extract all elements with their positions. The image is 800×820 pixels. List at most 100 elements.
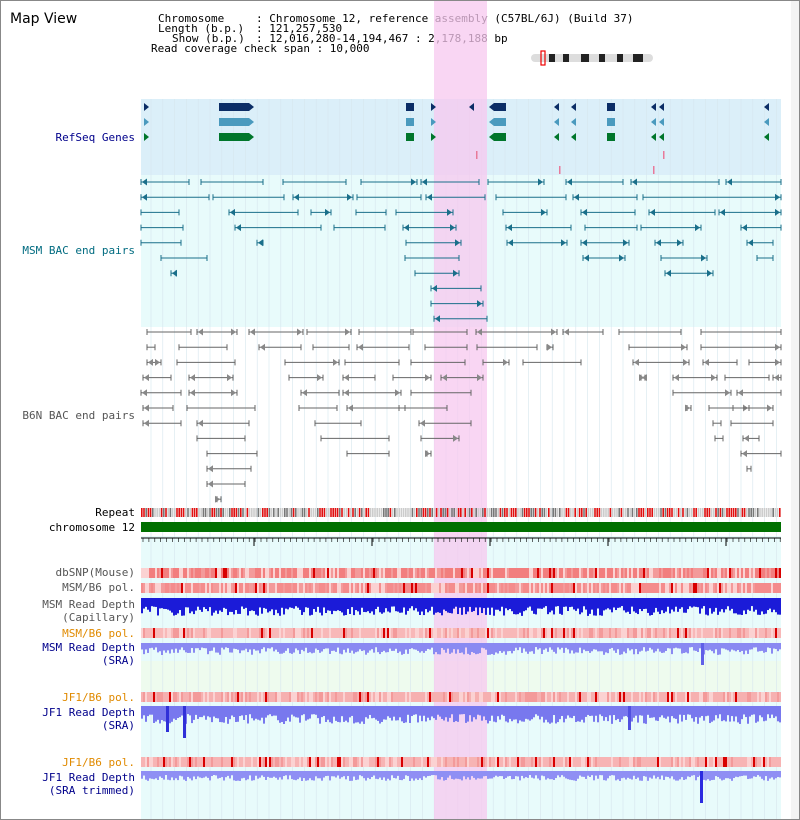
- pol-mark: [167, 628, 169, 638]
- pol-mark: [611, 692, 613, 702]
- pol-mark: [561, 568, 563, 578]
- pol-mark: [427, 757, 429, 767]
- pol-mark: [697, 692, 699, 702]
- depth-mark: [533, 775, 535, 779]
- label-jf1-b6-pol[interactable]: JF1/B6 pol.: [62, 691, 135, 704]
- depth-mark: [183, 606, 185, 616]
- depth-mark: [495, 647, 497, 653]
- depth-mark: [517, 606, 519, 615]
- pol-mark: [225, 628, 227, 638]
- repeat-mark: [460, 508, 462, 517]
- pol-mark: [489, 757, 491, 767]
- depth-mark: [573, 647, 575, 654]
- pol-mark: [321, 628, 323, 638]
- label-msm-depth-sra[interactable]: MSM Read Depth: [42, 641, 135, 654]
- label-msm-depth-cap[interactable]: MSM Read Depth: [42, 598, 135, 611]
- depth-mark: [371, 714, 373, 719]
- label-b6n-bac[interactable]: B6N BAC end pairs: [22, 409, 135, 422]
- gene-arrow: [144, 133, 149, 141]
- depth-spike: [628, 706, 631, 730]
- label-refseq-genes[interactable]: RefSeq Genes: [55, 131, 135, 144]
- pol-mark: [397, 628, 399, 638]
- pol-mark: [535, 757, 537, 767]
- pol-mark: [177, 692, 179, 702]
- pol-mark: [435, 692, 437, 702]
- pol-mark: [569, 757, 571, 767]
- pol-mark: [303, 628, 305, 638]
- pol-mark: [487, 568, 489, 578]
- depth-mark: [505, 647, 507, 655]
- depth-mark: [245, 647, 247, 649]
- label-msm-b6-pol[interactable]: MSM/B6 pol.: [62, 581, 135, 594]
- pol-mark: [169, 757, 171, 767]
- pol-mark: [703, 692, 705, 702]
- pol-mark: [389, 628, 391, 638]
- pol-mark: [509, 757, 511, 767]
- repeat-mark: [427, 508, 429, 517]
- depth-mark: [707, 714, 709, 716]
- pol-mark: [305, 628, 307, 638]
- pol-mark: [527, 583, 529, 593]
- depth-mark: [287, 714, 289, 718]
- depth-mark: [763, 775, 765, 781]
- depth-mark: [353, 775, 355, 777]
- pol-mark: [717, 583, 719, 593]
- label-msm-b6-pol-2[interactable]: MSM/B6 pol.: [62, 627, 135, 640]
- gene-arrow: [260, 343, 265, 351]
- depth-mark: [251, 647, 253, 655]
- pol-mark: [497, 757, 499, 767]
- pol-mark: [441, 568, 443, 578]
- pol-mark: [743, 568, 745, 578]
- pol-mark: [351, 692, 353, 702]
- depth-mark: [243, 775, 245, 778]
- pol-mark: [401, 568, 403, 578]
- pol-mark: [415, 757, 417, 767]
- repeat-mark: [330, 508, 332, 517]
- pol-mark: [723, 628, 725, 638]
- depth-mark: [481, 714, 483, 721]
- label-jf1-depth-trim[interactable]: JF1 Read Depth: [42, 771, 135, 784]
- depth-mark: [379, 714, 381, 724]
- repeat-mark: [156, 508, 158, 517]
- pol-mark: [419, 568, 421, 578]
- pol-mark: [267, 628, 269, 638]
- pol-mark: [621, 568, 623, 578]
- depth-mark: [413, 606, 415, 611]
- pol-mark: [445, 692, 447, 702]
- depth-mark: [435, 647, 437, 653]
- depth-mark: [715, 775, 717, 777]
- pol-mark: [465, 692, 467, 702]
- pol-mark: [765, 568, 767, 578]
- pol-mark: [241, 568, 243, 578]
- repeat-mark: [317, 508, 319, 517]
- pol-mark: [491, 692, 493, 702]
- label-dbsnp[interactable]: dbSNP(Mouse): [55, 566, 135, 579]
- label-jf1-depth[interactable]: JF1 Read Depth: [42, 706, 135, 719]
- repeat-mark: [446, 508, 449, 517]
- pol-mark: [335, 692, 337, 702]
- pol-mark: [303, 568, 305, 578]
- depth-mark: [663, 714, 665, 718]
- depth-mark: [539, 775, 541, 781]
- gene-arrow: [574, 193, 579, 201]
- repeat-mark: [625, 508, 627, 517]
- pol-mark: [373, 628, 375, 638]
- depth-mark: [267, 647, 269, 649]
- depth-mark: [271, 714, 273, 717]
- depth-mark: [181, 775, 183, 777]
- depth-mark: [473, 714, 475, 718]
- depth-mark: [377, 714, 379, 721]
- label-msm-bac[interactable]: MSM BAC end pairs: [22, 244, 135, 257]
- pol-mark: [595, 568, 597, 578]
- depth-mark: [445, 775, 447, 780]
- depth-mark: [303, 775, 305, 779]
- depth-mark: [747, 775, 749, 780]
- pol-mark: [275, 628, 277, 638]
- pol-mark: [381, 568, 383, 578]
- depth-mark: [151, 647, 153, 648]
- label-jf1-b6-pol-2[interactable]: JF1/B6 pol.: [62, 756, 135, 769]
- depth-mark: [409, 775, 411, 781]
- pol-mark: [261, 628, 263, 638]
- depth-mark: [481, 606, 483, 614]
